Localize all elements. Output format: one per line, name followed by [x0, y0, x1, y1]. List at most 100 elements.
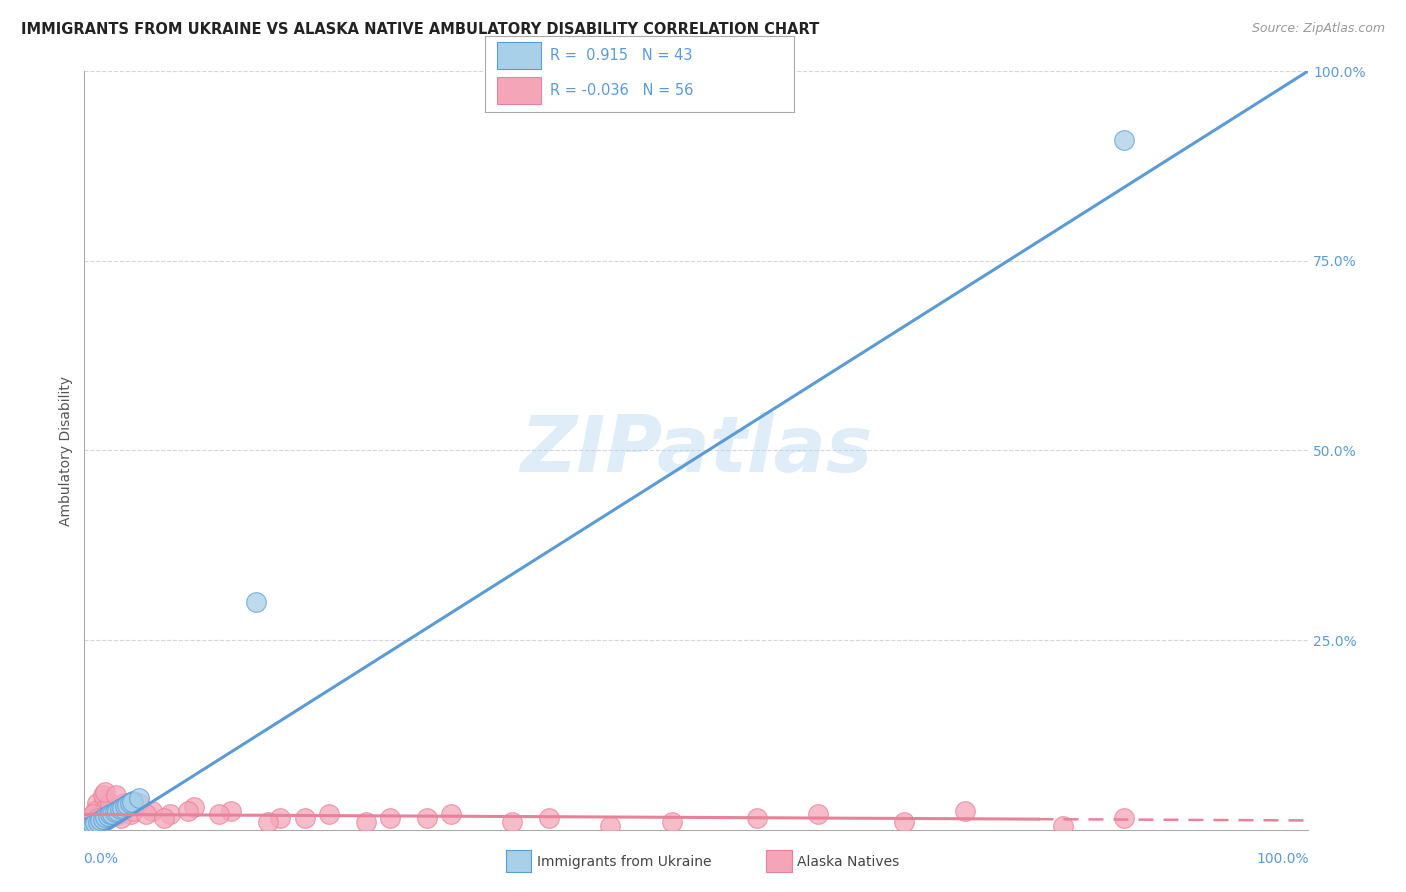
Point — [108, 802, 131, 816]
Point — [79, 820, 101, 834]
Point — [76, 821, 98, 835]
Point — [97, 811, 120, 825]
Point — [114, 799, 136, 814]
Point — [502, 815, 524, 830]
Point — [98, 807, 121, 822]
Point — [115, 800, 138, 814]
Point — [91, 812, 114, 826]
Point — [82, 818, 104, 832]
Point — [115, 797, 138, 812]
Point — [257, 815, 280, 830]
Point — [84, 804, 107, 818]
Point — [141, 804, 163, 818]
Text: 100.0%: 100.0% — [1256, 853, 1309, 866]
Point — [120, 807, 142, 822]
Text: R =  0.915   N = 43: R = 0.915 N = 43 — [550, 48, 693, 63]
Point — [90, 813, 112, 827]
Point — [75, 822, 97, 836]
Point — [538, 811, 561, 825]
Point — [93, 811, 115, 825]
Point — [86, 815, 108, 830]
Point — [107, 803, 129, 817]
Point — [177, 804, 200, 818]
Point — [110, 801, 132, 815]
Point — [76, 819, 98, 833]
Point — [747, 811, 769, 825]
Point — [354, 815, 377, 830]
Point — [89, 807, 111, 822]
Point — [98, 796, 121, 810]
Point — [84, 816, 107, 830]
Point — [104, 805, 127, 819]
Point — [103, 809, 125, 823]
Point — [83, 816, 105, 830]
Point — [120, 795, 142, 809]
Point — [183, 800, 205, 814]
Point — [128, 796, 150, 810]
Point — [87, 815, 110, 830]
Text: IMMIGRANTS FROM UKRAINE VS ALASKA NATIVE AMBULATORY DISABILITY CORRELATION CHART: IMMIGRANTS FROM UKRAINE VS ALASKA NATIVE… — [21, 22, 820, 37]
Point — [87, 809, 110, 823]
Point — [112, 796, 135, 810]
Text: Source: ZipAtlas.com: Source: ZipAtlas.com — [1251, 22, 1385, 36]
Point — [135, 807, 157, 822]
Point — [105, 804, 128, 818]
Point — [117, 797, 139, 811]
Point — [80, 814, 103, 828]
Point — [94, 810, 117, 824]
Point — [105, 789, 128, 803]
Point — [105, 805, 128, 820]
Point — [294, 811, 316, 825]
Point — [953, 804, 976, 818]
Point — [100, 807, 122, 822]
Text: 0.0%: 0.0% — [83, 853, 118, 866]
Point — [89, 814, 111, 828]
Point — [101, 806, 124, 821]
Point — [87, 811, 110, 825]
Point — [94, 785, 117, 799]
Point — [159, 807, 181, 822]
Point — [104, 804, 127, 818]
Point — [122, 794, 145, 808]
Point — [80, 819, 103, 833]
Point — [128, 790, 150, 805]
Bar — [498, 77, 541, 104]
Point — [440, 807, 463, 822]
Point — [91, 789, 114, 803]
Point — [83, 817, 105, 831]
Y-axis label: Ambulatory Disability: Ambulatory Disability — [59, 376, 73, 525]
Point — [118, 796, 141, 810]
Point — [97, 809, 120, 823]
Point — [77, 820, 100, 834]
Point — [103, 805, 125, 820]
Point — [245, 595, 267, 609]
Point — [105, 805, 128, 819]
Point — [77, 820, 100, 834]
Text: ZIPatlas: ZIPatlas — [520, 412, 872, 489]
Point — [269, 811, 291, 825]
Point — [115, 798, 138, 813]
Text: Alaska Natives: Alaska Natives — [797, 855, 900, 869]
Point — [112, 800, 135, 814]
Point — [96, 801, 118, 815]
Point — [318, 807, 340, 822]
Point — [416, 811, 439, 825]
Point — [219, 804, 242, 818]
Text: Immigrants from Ukraine: Immigrants from Ukraine — [537, 855, 711, 869]
Point — [77, 820, 100, 834]
Point — [87, 814, 110, 829]
Point — [93, 792, 115, 806]
Point — [807, 807, 830, 822]
Point — [122, 804, 145, 818]
Point — [100, 800, 122, 814]
Point — [208, 807, 231, 822]
Text: R = -0.036   N = 56: R = -0.036 N = 56 — [550, 83, 693, 98]
Point — [893, 815, 915, 830]
Point — [121, 795, 143, 809]
Point — [1114, 132, 1136, 146]
Point — [111, 800, 134, 814]
Point — [110, 811, 132, 825]
Bar — [498, 42, 541, 69]
Point — [96, 810, 118, 824]
Point — [599, 819, 621, 833]
